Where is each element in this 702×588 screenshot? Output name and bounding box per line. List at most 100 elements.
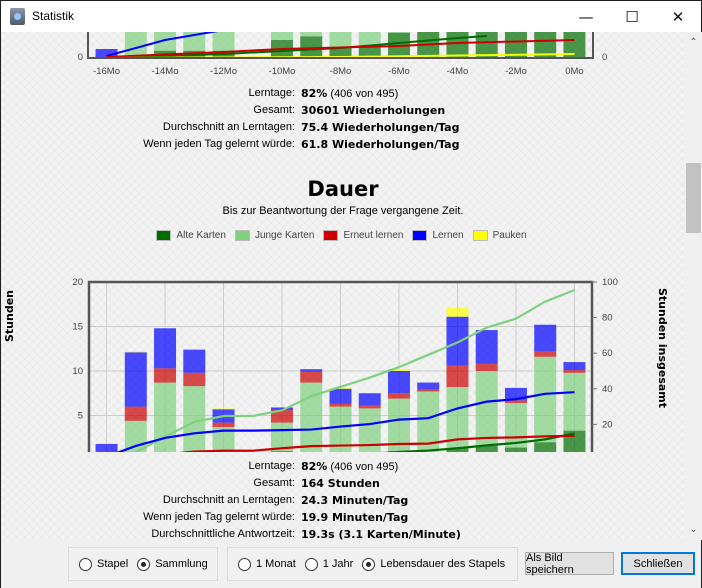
- stat-value-main: 19.9 Minuten/Tag: [301, 511, 409, 524]
- stat-value-main: 164 Stunden: [301, 477, 380, 490]
- reviews-x-tick-label: -14Mo: [152, 66, 179, 77]
- bar-segment: [417, 391, 440, 452]
- y2-tick-label: 100: [602, 277, 618, 288]
- reviews-bar: [563, 32, 586, 58]
- stat-label: Wenn jeden Tag gelernt würde:: [143, 138, 295, 150]
- radio-option[interactable]: Lebensdauer des Stapels: [362, 557, 506, 571]
- bar-segment: [329, 387, 352, 389]
- radio-unchecked-icon[interactable]: [304, 557, 318, 571]
- stat-row: Durchschnittliche Antwortzeit: 19.3s (3.1…: [1, 528, 685, 540]
- radio-label: 1 Monat: [256, 558, 296, 570]
- save-image-button[interactable]: Als Bild speichern: [525, 552, 614, 576]
- minimize-button[interactable]: —: [563, 1, 609, 32]
- radio-checked-icon[interactable]: [362, 557, 376, 571]
- cumulative-lines: [116, 288, 575, 452]
- stat-value-main: 24.3 Minuten/Tag: [301, 494, 409, 507]
- y2-tick-label: 20: [602, 419, 613, 430]
- reviews-bar: [475, 32, 498, 58]
- legend-item: Pauken: [472, 230, 527, 241]
- reviews-cumulative-line: [106, 32, 218, 57]
- bar-segment: [358, 408, 381, 452]
- bar-segment: [446, 387, 469, 449]
- bar-segment: [417, 389, 440, 392]
- reviews-y-zero: 0: [78, 52, 83, 63]
- stat-value-main: 30601 Wiederholungen: [301, 104, 446, 117]
- stat-value: 30601 Wiederholungen: [301, 104, 445, 117]
- stat-value: 24.3 Minuten/Tag: [301, 494, 408, 507]
- bar-segment: [475, 445, 498, 452]
- bar-segment: [154, 368, 177, 383]
- reviews-bar: [446, 32, 469, 58]
- bar-segment: [387, 371, 410, 394]
- reviews-bar: [124, 32, 147, 58]
- bar-segment: [212, 422, 235, 428]
- stat-value-extra: (406 von 495): [327, 88, 399, 100]
- bar-segment: [387, 398, 410, 452]
- footer-bar: Stapel Sammlung 1 Monat 1 Jahr Lebensdauer …: [1, 540, 701, 588]
- radio-option[interactable]: 1 Monat: [238, 557, 296, 571]
- bar-segment: [212, 427, 235, 452]
- stat-value: 61.8 Wiederholungen/Tag: [301, 138, 459, 151]
- dauer-chart: 05101520020406080100-16Mo-14Mo-12Mo-10Mo…: [72, 277, 618, 452]
- radio-option[interactable]: Sammlung: [137, 557, 208, 571]
- cumulative-line: [380, 432, 575, 452]
- radio-label: Lebensdauer des Stapels: [380, 558, 506, 570]
- bar-segment: [124, 352, 147, 407]
- reviews-x-tick-label: -6Mo: [388, 66, 410, 77]
- scroll-up-icon[interactable]: ⌃: [689, 37, 698, 48]
- y2-tick-label: 80: [602, 313, 613, 324]
- legend-label: Pauken: [492, 230, 527, 241]
- legend-item: Lernen: [412, 230, 464, 241]
- bar-segment: [329, 388, 352, 404]
- bar-segment: [183, 386, 206, 452]
- bar-segment: [563, 362, 586, 371]
- bar-segment: [475, 330, 498, 364]
- radio-unchecked-icon[interactable]: [79, 557, 92, 571]
- reviews-x-tick-label: -16Mo: [93, 66, 120, 77]
- reviews-x-tick-label: 0Mo: [565, 66, 583, 77]
- dauer-legend: Alte Karten Junge Karten Erneut lernen Lern…: [1, 230, 685, 241]
- stat-label: Gesamt:: [253, 477, 295, 489]
- bar-segment: [504, 447, 527, 452]
- scroll-down-icon[interactable]: ⌄: [689, 524, 698, 535]
- y2-tick-label: 40: [602, 384, 613, 395]
- radio-option[interactable]: Stapel: [79, 557, 128, 571]
- reviews-bar: [95, 49, 118, 58]
- anki-app-icon: [10, 8, 25, 25]
- stat-value-main: 61.8 Wiederholungen/Tag: [301, 138, 460, 151]
- radio-checked-icon[interactable]: [137, 557, 151, 571]
- radio-option[interactable]: 1 Jahr: [304, 557, 354, 571]
- radio-label: 1 Jahr: [322, 558, 354, 570]
- reviews-bar: [534, 32, 557, 58]
- radio-unchecked-icon[interactable]: [238, 557, 251, 571]
- bar-segment: [534, 356, 557, 443]
- bar-segment: [475, 371, 498, 446]
- y-tick-label: 5: [78, 411, 83, 422]
- stat-value-main: 19.3s (3.1 Karten/Minute): [301, 528, 461, 540]
- scroll-thumb[interactable]: [686, 163, 701, 233]
- reviews-chart: 0 0 -16Mo -14Mo -12Mo -10Mo -8Mo -6Mo -4Mo -2Mo…: [78, 32, 607, 77]
- legend-item: Alte Karten: [156, 230, 226, 241]
- scope-radio-group: Stapel Sammlung: [68, 547, 218, 581]
- stat-label: Durchschnitt an Lerntagen:: [162, 494, 295, 506]
- bar-segment: [446, 316, 469, 366]
- stat-row: Wenn jeden Tag gelernt würde: 19.9 Minute…: [1, 511, 685, 528]
- reviews-bar: [300, 32, 323, 37]
- bar-segment: [329, 406, 352, 452]
- legend-item: Erneut lernen: [323, 230, 403, 241]
- bar-segment: [329, 403, 352, 407]
- bar-segment: [446, 448, 469, 452]
- reviews-bar: [387, 32, 410, 33]
- bar-segment: [475, 363, 498, 371]
- bar-segment: [563, 370, 586, 373]
- stats-content[interactable]: 0 0 -16Mo -14Mo -12Mo -10Mo -8Mo -6Mo -4Mo -2Mo…: [1, 32, 685, 540]
- bar-segment: [534, 324, 557, 352]
- reviews-bar: [329, 32, 352, 48]
- maximize-button[interactable]: ☐: [609, 1, 655, 32]
- bar-segment: [563, 372, 586, 431]
- close-window-button[interactable]: ✕: [655, 1, 701, 32]
- close-button[interactable]: Schließen: [621, 552, 695, 575]
- bar-segment: [504, 403, 527, 448]
- vertical-scrollbar[interactable]: ⌃ ⌄: [685, 32, 702, 540]
- legend-label: Junge Karten: [254, 230, 315, 241]
